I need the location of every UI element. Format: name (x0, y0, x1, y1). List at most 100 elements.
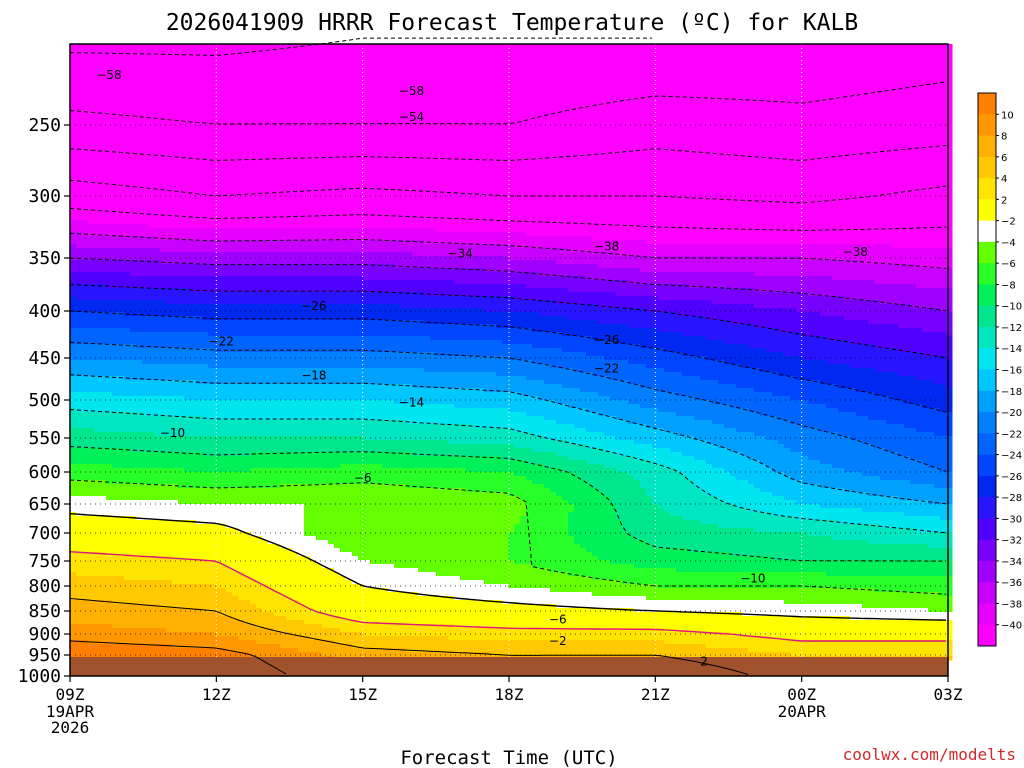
field-cell (106, 172, 113, 177)
field-cell (220, 136, 227, 141)
field-cell (70, 488, 77, 493)
field-cell (232, 648, 239, 653)
field-cell (118, 528, 125, 533)
field-cell (136, 128, 143, 133)
field-cell (148, 332, 155, 337)
field-cell (208, 388, 215, 393)
field-cell (70, 652, 77, 657)
field-cell (232, 224, 239, 229)
field-cell (172, 376, 179, 381)
field-cell (88, 548, 95, 553)
field-cell (244, 108, 251, 113)
field-cell (250, 100, 257, 105)
field-cell (136, 104, 143, 109)
field-cell (70, 64, 77, 69)
field-cell (178, 612, 185, 617)
field-cell (244, 596, 251, 601)
field-cell (76, 600, 83, 605)
field-cell (178, 408, 185, 413)
field-cell (148, 484, 155, 489)
field-cell (154, 340, 161, 345)
field-cell (136, 612, 143, 617)
field-cell (100, 48, 107, 53)
field-cell (82, 556, 89, 561)
field-cell (238, 612, 245, 617)
field-cell (124, 472, 131, 477)
field-cell (70, 284, 77, 289)
field-cell (232, 248, 239, 253)
field-cell (244, 504, 251, 509)
field-cell (226, 160, 233, 165)
field-cell (202, 440, 209, 445)
field-cell (106, 300, 113, 305)
field-cell (232, 80, 239, 85)
field-cell (208, 156, 215, 161)
field-cell (208, 520, 215, 525)
field-cell (124, 568, 131, 573)
field-cell (256, 416, 263, 421)
field-cell (166, 516, 173, 521)
field-cell (178, 44, 185, 49)
field-cell (112, 248, 119, 253)
field-cell (106, 52, 113, 57)
field-cell (76, 172, 83, 177)
field-cell (184, 444, 191, 449)
field-cell (244, 592, 251, 597)
field-cell (70, 540, 77, 545)
field-cell (190, 424, 197, 429)
field-cell (82, 120, 89, 125)
field-cell (94, 424, 101, 429)
field-cell (220, 68, 227, 73)
field-cell (112, 640, 119, 645)
field-cell (76, 552, 83, 557)
field-cell (244, 376, 251, 381)
field-cell (226, 88, 233, 93)
field-cell (130, 556, 137, 561)
field-cell (178, 280, 185, 285)
field-cell (142, 252, 149, 257)
field-cell (250, 416, 257, 421)
field-cell (100, 460, 107, 465)
field-cell (196, 412, 203, 417)
field-cell (82, 596, 89, 601)
field-cell (196, 608, 203, 613)
field-cell (106, 60, 113, 65)
field-cell (238, 352, 245, 357)
field-cell (112, 124, 119, 129)
field-cell (82, 376, 89, 381)
field-cell (142, 384, 149, 389)
field-cell (238, 240, 245, 245)
field-cell (94, 564, 101, 569)
field-cell (256, 160, 263, 165)
field-cell (196, 124, 203, 129)
field-cell (100, 92, 107, 97)
field-cell (208, 420, 215, 425)
field-cell (190, 144, 197, 149)
field-cell (166, 612, 173, 617)
field-cell (70, 520, 77, 525)
field-cell (238, 324, 245, 329)
field-cell (94, 368, 101, 373)
field-cell (232, 76, 239, 81)
field-cell (142, 228, 149, 233)
field-cell (76, 468, 83, 473)
field-cell (160, 460, 167, 465)
field-cell (250, 616, 257, 621)
field-cell (142, 568, 149, 573)
field-cell (82, 444, 89, 449)
field-cell (100, 576, 107, 581)
field-cell (190, 548, 197, 553)
field-cell (190, 484, 197, 489)
field-cell (178, 568, 185, 573)
field-cell (112, 132, 119, 137)
field-cell (190, 204, 197, 209)
field-cell (178, 228, 185, 233)
field-cell (166, 128, 173, 133)
field-cell (142, 168, 149, 173)
field-cell (190, 364, 197, 369)
field-cell (190, 524, 197, 529)
field-cell (82, 524, 89, 529)
field-cell (148, 200, 155, 205)
field-cell (256, 516, 263, 521)
field-cell (190, 244, 197, 249)
